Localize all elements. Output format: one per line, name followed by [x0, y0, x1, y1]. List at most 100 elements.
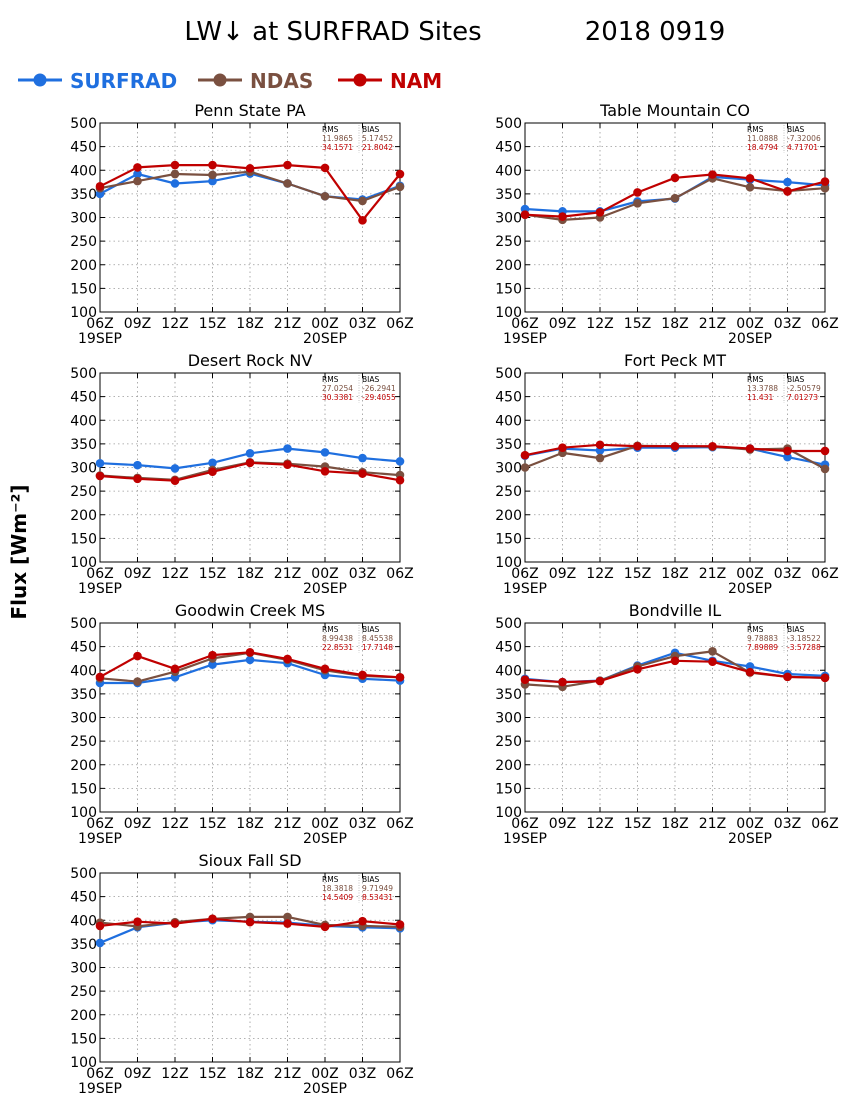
y-tick-label: 250	[495, 234, 522, 250]
data-point-nam	[595, 440, 605, 450]
data-point-surfrad	[133, 169, 142, 179]
y-tick-label: 200	[70, 508, 97, 524]
stats-header-bias: BIAS	[787, 375, 804, 384]
data-point-nam	[745, 173, 755, 183]
stats-rms-value: 27.0254	[322, 384, 353, 393]
data-point-nam	[595, 208, 605, 217]
x-date-label: 20SEP	[303, 831, 347, 847]
y-tick-label: 400	[70, 413, 97, 429]
series-nam	[520, 656, 830, 687]
y-tick-label: 150	[70, 1031, 97, 1047]
stats-rms-value: 11.0888	[747, 134, 778, 143]
data-point-ndas	[633, 199, 642, 208]
x-tick-label: 21Z	[274, 566, 301, 582]
data-point-nam	[208, 650, 217, 660]
data-point-nam	[783, 446, 792, 456]
x-tick-label: 12Z	[161, 566, 188, 582]
x-tick-label: 00Z	[736, 316, 763, 332]
x-tick-label: 12Z	[161, 816, 188, 832]
y-tick-label: 250	[495, 734, 522, 750]
stats-rms-value: 22.8531	[322, 643, 353, 652]
x-tick-label: 00Z	[736, 566, 763, 582]
data-point-ndas	[745, 182, 755, 192]
data-point-nam	[670, 173, 680, 183]
stats-header-rms: RMS	[322, 375, 339, 384]
data-point-surfrad	[208, 458, 217, 468]
data-point-ndas	[208, 170, 217, 180]
x-tick-label: 12Z	[586, 816, 613, 832]
y-tick-label: 250	[70, 484, 97, 500]
x-date-label: 19SEP	[78, 831, 122, 847]
data-point-nam	[395, 920, 405, 929]
data-point-surfrad	[208, 176, 217, 186]
x-tick-label: 15Z	[199, 316, 226, 332]
data-point-nam	[708, 657, 717, 667]
x-tick-label: 21Z	[699, 316, 726, 332]
x-date-label: 19SEP	[503, 831, 547, 847]
y-tick-label: 200	[495, 258, 522, 274]
y-tick-label: 200	[70, 1008, 97, 1024]
y-tick-label: 500	[70, 616, 97, 632]
x-tick-label: 09Z	[124, 566, 151, 582]
data-point-nam	[208, 467, 217, 477]
data-point-nam	[208, 160, 217, 170]
stats-bias-value: -3.57288	[787, 643, 821, 652]
x-tick-label: 00Z	[311, 816, 338, 832]
data-point-nam	[245, 917, 255, 927]
x-tick-label: 18Z	[661, 816, 688, 832]
data-point-surfrad	[170, 179, 180, 188]
x-tick-label: 06Z	[811, 566, 838, 582]
stats-bias-value: 17.7148	[362, 643, 393, 652]
stats-table: RMS BIAS 11.0888 -7.32006 18.4794 4.71701	[747, 125, 821, 153]
series-surfrad	[95, 444, 405, 473]
stats-rms-value: 8.99438	[322, 634, 353, 643]
data-point-nam	[320, 922, 330, 932]
data-point-nam	[358, 469, 367, 478]
data-point-nam	[745, 444, 755, 453]
x-tick-label: 03Z	[349, 816, 376, 832]
data-point-surfrad	[95, 938, 105, 948]
x-tick-label: 18Z	[661, 316, 688, 332]
y-tick-label: 100	[70, 1055, 97, 1071]
data-point-nam	[208, 914, 217, 924]
data-point-ndas	[170, 169, 180, 179]
x-tick-label: 18Z	[236, 816, 263, 832]
chart-title: Sioux Fall SD	[198, 851, 301, 870]
data-point-surfrad	[358, 453, 367, 463]
stats-rms-value: 18.4794	[747, 143, 778, 152]
x-date-label: 19SEP	[78, 331, 122, 347]
data-point-nam	[708, 170, 717, 179]
y-tick-label: 350	[70, 687, 97, 703]
y-tick-label: 100	[495, 805, 522, 821]
x-tick-label: 09Z	[549, 566, 576, 582]
stats-bias-value: -7.32006	[787, 134, 821, 143]
stats-rms-value: 14.5409	[322, 893, 353, 902]
data-point-nam	[170, 919, 180, 928]
stats-bias-value: -26.2941	[362, 384, 396, 393]
y-tick-label: 500	[495, 366, 522, 382]
stats-table: RMS BIAS 11.9865 5.17452 34.1571 21.8042	[322, 125, 393, 153]
y-tick-label: 400	[495, 163, 522, 179]
x-tick-label: 21Z	[274, 316, 301, 332]
y-tick-label: 500	[70, 116, 97, 132]
y-tick-label: 500	[495, 116, 522, 132]
series-nam	[95, 914, 405, 932]
data-point-ndas	[520, 463, 530, 472]
stats-bias-value: 9.71949	[362, 884, 393, 893]
data-point-nam	[95, 672, 105, 682]
data-point-ndas	[820, 464, 830, 474]
y-tick-label: 100	[70, 805, 97, 821]
stats-table: RMS BIAS 27.0254 -26.2941 30.3381 -29.4055	[322, 375, 396, 403]
stats-rms-value: 11.9865	[322, 134, 353, 143]
data-point-nam	[670, 656, 680, 666]
y-tick-label: 100	[70, 555, 97, 571]
y-tick-label: 200	[495, 508, 522, 524]
data-point-nam	[170, 476, 180, 486]
data-point-surfrad	[208, 660, 217, 669]
stats-table: RMS BIAS 9.78883 -3.18522 7.89889 -3.57288	[747, 625, 821, 653]
data-point-surfrad	[395, 457, 405, 466]
y-tick-label: 500	[70, 366, 97, 382]
legend-item-ndas: NDAS	[198, 69, 313, 93]
